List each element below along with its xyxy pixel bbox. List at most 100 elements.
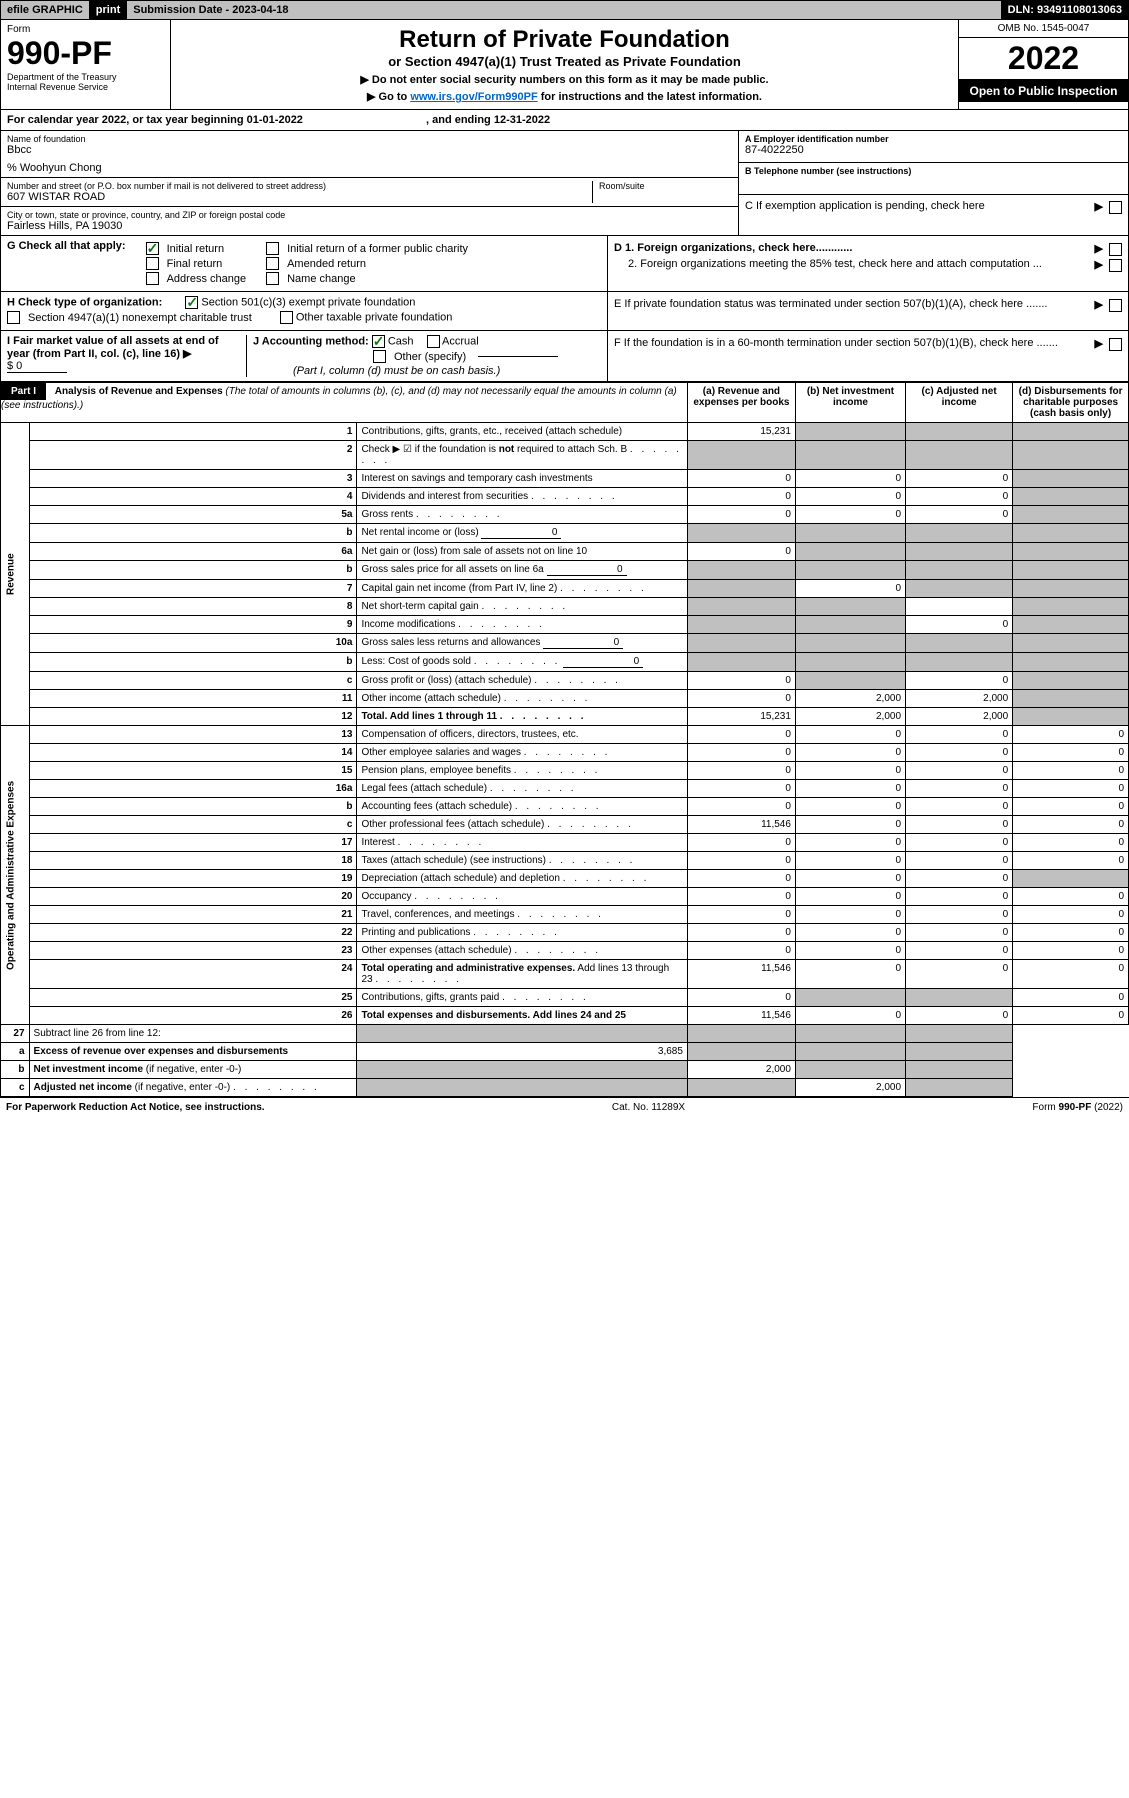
j-cash-cb[interactable] xyxy=(372,335,385,348)
dept-label: Department of the Treasury xyxy=(7,72,164,82)
table-row: 4Dividends and interest from securities … xyxy=(1,488,1129,506)
city-label: City or town, state or province, country… xyxy=(7,210,732,220)
form-title: Return of Private Foundation xyxy=(177,26,952,54)
ein-value: 87-4022250 xyxy=(745,144,1122,156)
table-row: 14Other employee salaries and wages . . … xyxy=(1,744,1129,762)
col-a-header: (a) Revenue and expenses per books xyxy=(687,383,795,423)
j-accrual-cb[interactable] xyxy=(427,335,440,348)
table-row: 15Pension plans, employee benefits . . .… xyxy=(1,762,1129,780)
table-row: cGross profit or (loss) (attach schedule… xyxy=(1,672,1129,690)
table-row: 11Other income (attach schedule) . . . .… xyxy=(1,690,1129,708)
table-row: aExcess of revenue over expenses and dis… xyxy=(1,1043,1129,1061)
h-501c3-cb[interactable] xyxy=(185,296,198,309)
table-row: bNet rental income or (loss) 0 xyxy=(1,524,1129,543)
table-row: Revenue1Contributions, gifts, grants, et… xyxy=(1,423,1129,441)
j-label: J Accounting method: xyxy=(253,335,369,347)
table-row: cAdjusted net income (if negative, enter… xyxy=(1,1079,1129,1097)
g-amended-cb[interactable] xyxy=(266,257,279,270)
ssn-note: ▶ Do not enter social security numbers o… xyxy=(177,73,952,86)
e-checkbox[interactable] xyxy=(1109,299,1122,312)
table-row: 18Taxes (attach schedule) (see instructi… xyxy=(1,852,1129,870)
h-label: H Check type of organization: xyxy=(7,296,162,308)
g-former-charity-cb[interactable] xyxy=(266,242,279,255)
table-row: bNet investment income (if negative, ent… xyxy=(1,1061,1129,1079)
irs-link[interactable]: www.irs.gov/Form990PF xyxy=(410,91,537,103)
c-label: C If exemption application is pending, c… xyxy=(745,200,1089,212)
info-block: Name of foundation Bbcc % Woohyun Chong … xyxy=(0,131,1129,236)
section-ij-block: I Fair market value of all assets at end… xyxy=(0,331,1129,382)
table-row: 22Printing and publications . . . . . . … xyxy=(1,924,1129,942)
efile-label: efile GRAPHIC xyxy=(1,1,90,19)
j-note: (Part I, column (d) must be on cash basi… xyxy=(293,365,601,377)
table-row: 25Contributions, gifts, grants paid . . … xyxy=(1,989,1129,1007)
i-amount: $ 0 xyxy=(7,360,67,373)
c-checkbox[interactable] xyxy=(1109,201,1122,214)
footer-center: Cat. No. 11289X xyxy=(612,1102,685,1113)
table-row: 20Occupancy . . . . . . . .0000 xyxy=(1,888,1129,906)
table-row: 23Other expenses (attach schedule) . . .… xyxy=(1,942,1129,960)
col-b-header: (b) Net investment income xyxy=(795,383,905,423)
footer-right: Form 990-PF (2022) xyxy=(1032,1102,1123,1113)
table-row: cOther professional fees (attach schedul… xyxy=(1,816,1129,834)
g-name-change-cb[interactable] xyxy=(266,272,279,285)
f-checkbox[interactable] xyxy=(1109,338,1122,351)
g-label: G Check all that apply: xyxy=(7,240,126,287)
form-number: 990-PF xyxy=(7,35,164,72)
name-label: Name of foundation xyxy=(7,134,732,144)
table-row: 8Net short-term capital gain . . . . . .… xyxy=(1,598,1129,616)
col-d-header: (d) Disbursements for charitable purpose… xyxy=(1013,383,1129,423)
table-row: 12Total. Add lines 1 through 11 . . . . … xyxy=(1,708,1129,726)
table-row: 3Interest on savings and temporary cash … xyxy=(1,470,1129,488)
open-inspection: Open to Public Inspection xyxy=(959,80,1128,102)
goto-note: ▶ Go to www.irs.gov/Form990PF for instru… xyxy=(177,90,952,103)
street-address: 607 WISTAR ROAD xyxy=(7,191,592,203)
part1-table: Part I Analysis of Revenue and Expenses … xyxy=(0,382,1129,1097)
table-row: 7Capital gain net income (from Part IV, … xyxy=(1,580,1129,598)
tel-label: B Telephone number (see instructions) xyxy=(745,166,1122,176)
omb-number: OMB No. 1545-0047 xyxy=(959,20,1128,38)
h-4947-cb[interactable] xyxy=(7,311,20,324)
foundation-name: Bbcc xyxy=(7,144,732,156)
g-final-return-cb[interactable] xyxy=(146,257,159,270)
table-row: bAccounting fees (attach schedule) . . .… xyxy=(1,798,1129,816)
table-row: bLess: Cost of goods sold . . . . . . . … xyxy=(1,653,1129,672)
print-button[interactable]: print xyxy=(90,1,127,19)
irs-label: Internal Revenue Service xyxy=(7,82,164,92)
h-other-cb[interactable] xyxy=(280,311,293,324)
submission-date: Submission Date - 2023-04-18 xyxy=(127,1,1001,19)
col-c-header: (c) Adjusted net income xyxy=(906,383,1013,423)
g-initial-return-cb[interactable] xyxy=(146,242,159,255)
table-row: 24Total operating and administrative exp… xyxy=(1,960,1129,989)
calendar-year-row: For calendar year 2022, or tax year begi… xyxy=(0,110,1129,131)
g-address-change-cb[interactable] xyxy=(146,272,159,285)
j-other-cb[interactable] xyxy=(373,350,386,363)
table-row: 16aLegal fees (attach schedule) . . . . … xyxy=(1,780,1129,798)
table-row: 26Total expenses and disbursements. Add … xyxy=(1,1007,1129,1025)
table-row: 10aGross sales less returns and allowanc… xyxy=(1,634,1129,653)
footer-left: For Paperwork Reduction Act Notice, see … xyxy=(6,1102,265,1113)
top-bar: efile GRAPHIC print Submission Date - 20… xyxy=(0,0,1129,20)
table-row: 9Income modifications . . . . . . . .0 xyxy=(1,616,1129,634)
section-g-block: G Check all that apply: Initial return F… xyxy=(0,236,1129,292)
d2-checkbox[interactable] xyxy=(1109,259,1122,272)
care-of: % Woohyun Chong xyxy=(7,162,732,174)
table-row: 6aNet gain or (loss) from sale of assets… xyxy=(1,543,1129,561)
ein-label: A Employer identification number xyxy=(745,134,1122,144)
table-row: 2Check ▶ ☑ if the foundation is not requ… xyxy=(1,441,1129,470)
table-row: 17Interest . . . . . . . .0000 xyxy=(1,834,1129,852)
page-footer: For Paperwork Reduction Act Notice, see … xyxy=(0,1097,1129,1117)
table-row: 5aGross rents . . . . . . . .000 xyxy=(1,506,1129,524)
form-subtitle: or Section 4947(a)(1) Trust Treated as P… xyxy=(177,54,952,69)
city-state-zip: Fairless Hills, PA 19030 xyxy=(7,220,732,232)
part1-header: Part I xyxy=(1,383,46,400)
addr-label: Number and street (or P.O. box number if… xyxy=(7,181,592,191)
table-row: 19Depreciation (attach schedule) and dep… xyxy=(1,870,1129,888)
room-label: Room/suite xyxy=(599,181,732,191)
table-row: 21Travel, conferences, and meetings . . … xyxy=(1,906,1129,924)
form-header: Form 990-PF Department of the Treasury I… xyxy=(0,20,1129,110)
d1-checkbox[interactable] xyxy=(1109,243,1122,256)
table-row: Operating and Administrative Expenses13C… xyxy=(1,726,1129,744)
section-h-block: H Check type of organization: Section 50… xyxy=(0,292,1129,331)
dln-label: DLN: 93491108013063 xyxy=(1002,1,1128,19)
i-label: I Fair market value of all assets at end… xyxy=(7,335,219,360)
